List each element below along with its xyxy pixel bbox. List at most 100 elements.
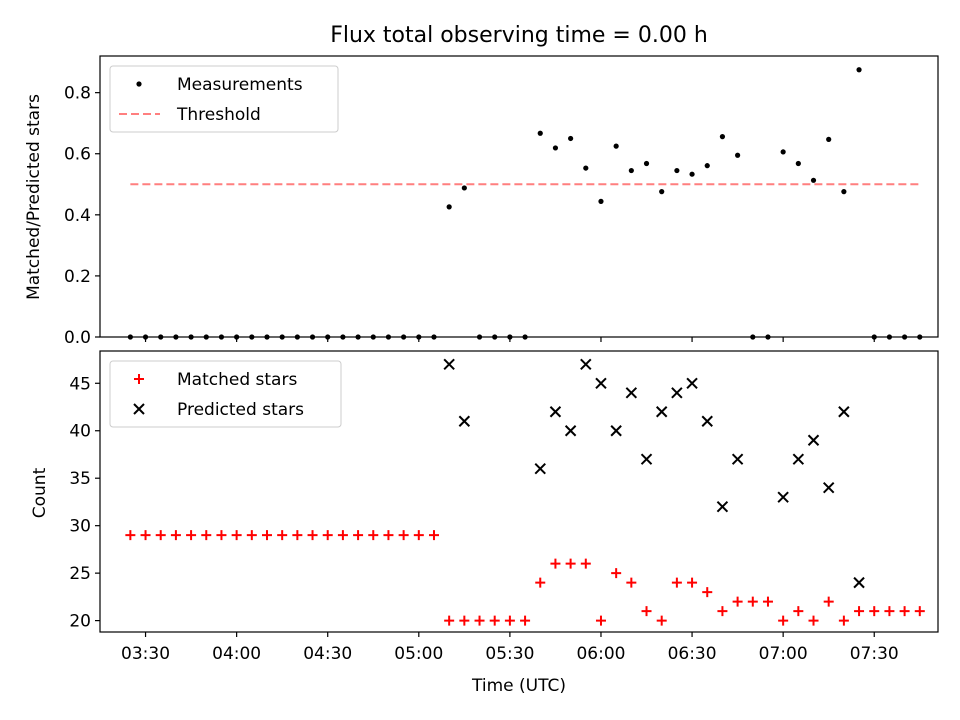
- matched-star-point: [914, 606, 925, 617]
- measurement-point: [598, 198, 604, 204]
- x-tick-label: 04:00: [212, 644, 261, 664]
- matched-star-point: [732, 596, 743, 607]
- matched-star-point: [504, 615, 515, 626]
- matched-stars-points: [125, 530, 925, 626]
- matched-star-point: [246, 530, 257, 541]
- predicted-star-point: [640, 453, 653, 465]
- matched-star-point: [216, 530, 227, 541]
- matched-star-point: [580, 558, 591, 569]
- measurement-point: [552, 145, 559, 151]
- bottom-legend-box: [109, 360, 342, 428]
- bottom-y-axis-label: Count: [30, 467, 50, 518]
- legend-matched-marker: [134, 374, 144, 384]
- measurement-point: [856, 67, 862, 73]
- matched-star-point: [854, 606, 865, 617]
- measurement-point: [795, 160, 801, 167]
- y-tick-label: 0.0: [64, 328, 91, 348]
- matched-star-point: [565, 558, 576, 569]
- matched-star-point: [489, 615, 500, 626]
- matched-star-point: [155, 530, 166, 541]
- x-tick-label: 06:30: [668, 644, 717, 664]
- predicted-star-point: [731, 453, 744, 465]
- matched-star-point: [535, 577, 546, 588]
- y-tick-label: 0.6: [64, 145, 91, 165]
- x-axis-label: Time (UTC): [471, 676, 566, 696]
- predicted-star-point: [807, 434, 820, 446]
- matched-star-point: [793, 606, 804, 617]
- bottom-legend: Matched stars Predicted stars: [109, 360, 342, 428]
- matched-star-point: [186, 530, 197, 541]
- measurement-point: [735, 152, 741, 158]
- measurement-point: [613, 143, 619, 149]
- measurement-point: [659, 189, 665, 195]
- matched-star-point: [899, 606, 910, 617]
- measurement-point: [689, 171, 695, 177]
- legend-threshold-label: Threshold: [176, 105, 261, 125]
- measurement-point: [583, 165, 589, 171]
- matched-star-point: [823, 596, 834, 607]
- predicted-star-point: [671, 387, 683, 399]
- matched-star-point: [413, 530, 424, 541]
- x-tick-label: 05:30: [485, 644, 534, 664]
- matched-star-point: [595, 615, 606, 626]
- matched-star-point: [307, 530, 318, 541]
- matched-star-point: [702, 587, 713, 598]
- legend-matched-label: Matched stars: [177, 370, 297, 390]
- x-tick-label: 04:30: [303, 644, 352, 664]
- matched-star-point: [125, 530, 136, 541]
- predicted-star-point: [443, 358, 455, 370]
- matched-star-point: [838, 615, 849, 626]
- y-tick-label: 0.2: [64, 267, 91, 287]
- predicted-star-point: [549, 406, 562, 418]
- y-tick-label: 45: [69, 374, 91, 394]
- top-legend-box: [109, 65, 339, 133]
- bottom-y-ticks: 20 25 30 35 40 45: [69, 374, 100, 632]
- matched-star-point: [428, 530, 439, 541]
- y-tick-label: 25: [69, 564, 91, 584]
- bottom-axes-frame: [99, 350, 939, 633]
- predicted-star-point: [716, 500, 729, 513]
- matched-star-point: [869, 606, 880, 617]
- top-x-ticks: [144, 337, 875, 342]
- measurement-point: [461, 185, 467, 191]
- matched-star-point: [550, 558, 561, 569]
- x-tick-label: 07:30: [850, 644, 899, 664]
- predicted-star-point: [838, 406, 850, 418]
- matched-star-point: [884, 606, 895, 617]
- matched-star-point: [322, 530, 333, 541]
- y-tick-label: 30: [69, 517, 91, 537]
- top-y-axis-label: Matched/Predicted stars: [24, 94, 44, 300]
- measurement-point: [674, 167, 680, 174]
- measurement-point: [826, 136, 832, 142]
- matched-star-point: [671, 577, 682, 588]
- measurement-points: [127, 67, 923, 340]
- measurement-point: [643, 160, 650, 167]
- y-tick-label: 0.8: [64, 84, 91, 104]
- figure-title: Flux total observing time = 0.00 h: [330, 23, 708, 48]
- matched-star-point: [687, 577, 698, 588]
- x-tick-label: 06:00: [576, 644, 625, 664]
- matched-star-point: [201, 530, 212, 541]
- matched-star-point: [474, 615, 485, 626]
- y-tick-label: 20: [69, 612, 91, 632]
- x-tick-label: 05:00: [394, 644, 443, 664]
- matched-star-point: [762, 596, 773, 607]
- legend-predicted-marker: [133, 403, 145, 415]
- measurement-point: [446, 204, 452, 210]
- matched-star-point: [140, 530, 151, 541]
- top-legend: Measurements Threshold: [109, 65, 339, 133]
- matched-star-point: [170, 530, 181, 541]
- matched-star-point: [261, 530, 272, 541]
- y-tick-label: 40: [69, 422, 91, 442]
- matched-star-point: [626, 577, 637, 588]
- predicted-star-point: [564, 425, 577, 437]
- matched-star-point: [353, 530, 364, 541]
- matched-star-point: [398, 530, 409, 541]
- measurement-point: [537, 130, 543, 136]
- predicted-star-point: [580, 358, 592, 370]
- top-y-ticks: 0.0 0.2 0.4 0.6 0.8: [64, 84, 100, 348]
- matched-star-point: [520, 615, 531, 626]
- top-axes-frame: [99, 55, 939, 338]
- matched-star-point: [337, 530, 348, 541]
- legend-measurements-label: Measurements: [177, 75, 303, 95]
